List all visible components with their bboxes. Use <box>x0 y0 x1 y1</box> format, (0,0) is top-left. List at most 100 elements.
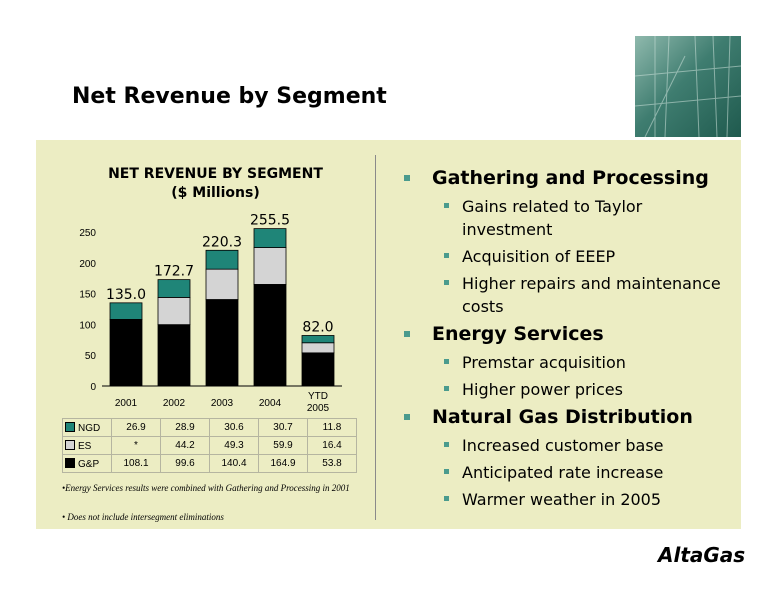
bullet-item: Gains related to Taylor investment <box>404 195 734 241</box>
x-tick-label: YTD <box>308 391 328 402</box>
bullet-item: Premstar acquisition <box>404 351 734 374</box>
bullet-item: Higher repairs and maintenance costs <box>404 272 734 318</box>
bullet-item-text: Acquisition of EEEP <box>462 247 616 266</box>
square-bullet-icon <box>444 280 449 285</box>
bullet-item: Anticipated rate increase <box>404 461 734 484</box>
x-tick-label: 2001 <box>115 398 138 409</box>
bullet-item: Acquisition of EEEP <box>404 245 734 268</box>
table-cell: 108.1 <box>111 454 161 473</box>
bar-total-label: 220.3 <box>202 234 242 250</box>
table-cell: 53.8 <box>307 454 357 473</box>
x-tick-label: 2003 <box>211 398 234 409</box>
bar-segment-ES-3 <box>253 247 287 285</box>
bullet-item-text: Higher power prices <box>462 380 623 399</box>
bar-total-label: 172.7 <box>154 264 194 280</box>
bullet-list: Gathering and Processing Gains related to… <box>404 162 734 511</box>
table-row: ES * 44.2 49.3 59.9 16.4 <box>62 436 357 455</box>
note-intersegment: • Does not include intersegment eliminat… <box>62 512 224 522</box>
bullet-item: Warmer weather in 2005 <box>404 488 734 511</box>
legend-cell: NGD <box>62 418 112 437</box>
table-cell: 30.6 <box>209 418 259 437</box>
table-cell: 49.3 <box>209 436 259 455</box>
table-cell: 140.4 <box>209 454 259 473</box>
legend-swatch <box>65 457 75 468</box>
table-cell: 164.9 <box>258 454 308 473</box>
bullet-item-text: Premstar acquisition <box>462 353 626 372</box>
bar-segment-ES-2 <box>205 268 239 300</box>
table-cell: 99.6 <box>160 454 210 473</box>
bullet-item-text: Anticipated rate increase <box>462 463 664 482</box>
bullet-heading-text: Gathering and Processing <box>432 167 709 189</box>
square-bullet-icon <box>444 442 449 447</box>
legend-swatch <box>65 439 75 450</box>
bar-total-label: 135.0 <box>106 287 146 303</box>
table-cell: 30.7 <box>258 418 308 437</box>
bullet-item-text: Warmer weather in 2005 <box>462 490 662 509</box>
square-bullet-icon <box>444 359 449 364</box>
bullet-item-text: Increased customer base <box>462 436 664 455</box>
square-bullet-icon <box>404 331 410 337</box>
chart-title-line1: NET REVENUE BY SEGMENT <box>108 166 323 182</box>
bar-segment-NGD-0 <box>109 302 143 320</box>
y-tick-label: 150 <box>79 290 96 301</box>
bullet-item-text: Higher repairs and maintenance costs <box>462 274 721 316</box>
y-tick-label: 100 <box>79 320 96 331</box>
bullet-heading: Natural Gas Distribution <box>404 404 734 430</box>
bar-segment-GP-3 <box>253 284 287 387</box>
bar-segment-GP-1 <box>157 324 191 387</box>
bar-segment-GP-2 <box>205 299 239 387</box>
plant-pipes-graphic <box>635 36 741 137</box>
table-cell: 59.9 <box>258 436 308 455</box>
table-cell: 16.4 <box>307 436 357 455</box>
x-tick-label: 2005 <box>307 403 330 414</box>
square-bullet-icon <box>444 496 449 501</box>
legend-cell: G&P <box>62 454 112 473</box>
bar-segment-NGD-4 <box>301 335 335 344</box>
industrial-plant-photo <box>635 36 741 137</box>
bar-segment-NGD-3 <box>253 228 287 248</box>
table-cell: * <box>111 436 161 455</box>
bar-total-label: 255.5 <box>250 213 290 229</box>
data-table: NGD 26.9 28.9 30.6 30.7 11.8 ES * 44.2 49.3 59.9 16… <box>62 418 357 473</box>
bullet-heading: Gathering and Processing <box>404 165 734 191</box>
x-tick-label: 2004 <box>259 398 282 409</box>
table-cell: 26.9 <box>111 418 161 437</box>
bar-segment-NGD-1 <box>157 279 191 298</box>
chart-title: NET REVENUE BY SEGMENT ($ Millions) <box>78 165 353 203</box>
y-tick-label: 200 <box>79 259 96 270</box>
bar-segment-ES-1 <box>157 297 191 326</box>
square-bullet-icon <box>404 175 410 181</box>
table-row: G&P 108.1 99.6 140.4 164.9 53.8 <box>62 454 357 473</box>
table-cell: 44.2 <box>160 436 210 455</box>
bullet-item-text: Gains related to Taylor investment <box>462 197 643 239</box>
note-energy-services: •Energy Services results were combined w… <box>62 483 350 493</box>
square-bullet-icon <box>444 253 449 258</box>
bullet-item: Higher power prices <box>404 378 734 401</box>
legend-label: ES <box>78 440 92 452</box>
square-bullet-icon <box>444 203 449 208</box>
table-row: NGD 26.9 28.9 30.6 30.7 11.8 <box>62 418 357 437</box>
bullet-heading-text: Energy Services <box>432 323 604 345</box>
y-tick-label: 250 <box>79 228 96 239</box>
bullet-heading: Energy Services <box>404 321 734 347</box>
bullet-item: Increased customer base <box>404 434 734 457</box>
x-tick-label: 2002 <box>163 398 186 409</box>
square-bullet-icon <box>404 414 410 420</box>
bullet-heading-text: Natural Gas Distribution <box>432 406 693 428</box>
bar-segment-NGD-2 <box>205 249 239 270</box>
bar-segment-GP-4 <box>301 352 335 387</box>
square-bullet-icon <box>444 469 449 474</box>
legend-cell: ES <box>62 436 112 455</box>
legend-swatch <box>65 421 75 432</box>
y-tick-label: 50 <box>85 351 97 362</box>
net-revenue-stacked-bar-chart: 0 50 100 150 200 250 135.0 2001 172.7 2002 220.3 20… <box>79 213 342 414</box>
table-cell: 28.9 <box>160 418 210 437</box>
altagas-logo: AltaGas <box>658 543 746 567</box>
legend-label: G&P <box>78 458 100 470</box>
bar-segment-GP-0 <box>109 319 143 387</box>
y-tick-label: 0 <box>90 382 96 393</box>
bar-total-label: 82.0 <box>302 319 333 335</box>
column-divider <box>375 155 376 520</box>
legend-label: NGD <box>78 422 101 434</box>
bar-segment-ES-4 <box>301 342 335 354</box>
